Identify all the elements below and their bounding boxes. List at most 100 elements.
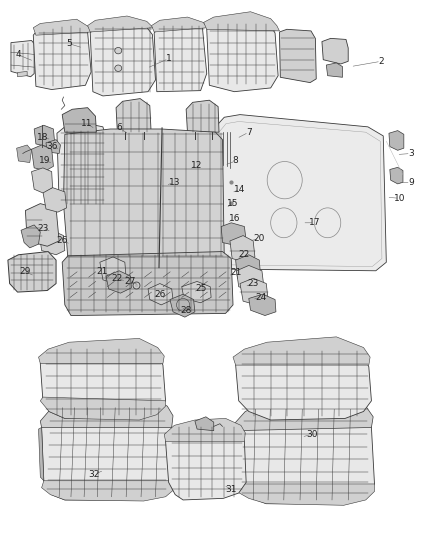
Polygon shape xyxy=(33,19,92,35)
Text: 17: 17 xyxy=(309,219,320,227)
Polygon shape xyxy=(207,17,278,92)
Polygon shape xyxy=(32,145,53,171)
Polygon shape xyxy=(8,252,56,292)
Polygon shape xyxy=(249,294,276,316)
Text: 24: 24 xyxy=(255,293,266,302)
Polygon shape xyxy=(192,136,204,145)
Polygon shape xyxy=(170,294,195,317)
Polygon shape xyxy=(106,271,131,293)
Text: 8: 8 xyxy=(233,157,239,165)
Text: 6: 6 xyxy=(116,124,122,132)
Text: 36: 36 xyxy=(46,142,57,151)
Text: 26: 26 xyxy=(57,237,68,245)
Polygon shape xyxy=(236,255,261,281)
Polygon shape xyxy=(39,427,44,481)
Polygon shape xyxy=(183,155,202,169)
Polygon shape xyxy=(148,284,173,305)
Text: 32: 32 xyxy=(88,470,100,479)
Polygon shape xyxy=(21,225,40,248)
Polygon shape xyxy=(221,223,246,246)
Polygon shape xyxy=(152,17,208,32)
Polygon shape xyxy=(32,168,53,193)
Polygon shape xyxy=(90,20,155,96)
Text: 31: 31 xyxy=(226,485,237,494)
Text: 22: 22 xyxy=(239,251,250,259)
Polygon shape xyxy=(116,99,151,132)
Polygon shape xyxy=(39,338,164,364)
Polygon shape xyxy=(42,481,174,501)
Text: 9: 9 xyxy=(408,178,414,187)
Polygon shape xyxy=(154,21,207,92)
Polygon shape xyxy=(240,278,268,305)
Text: 16: 16 xyxy=(229,214,240,223)
Text: 15: 15 xyxy=(227,199,239,208)
Polygon shape xyxy=(230,236,255,262)
Text: 23: 23 xyxy=(247,279,259,288)
Polygon shape xyxy=(25,204,59,246)
Polygon shape xyxy=(46,140,60,154)
Text: 26: 26 xyxy=(154,290,166,298)
Text: 23: 23 xyxy=(37,224,49,232)
Polygon shape xyxy=(326,63,343,77)
Text: 14: 14 xyxy=(234,185,246,193)
Polygon shape xyxy=(232,431,239,484)
Polygon shape xyxy=(234,395,373,431)
Text: 28: 28 xyxy=(180,306,192,314)
Polygon shape xyxy=(39,230,65,255)
Text: 21: 21 xyxy=(96,268,107,276)
Polygon shape xyxy=(236,344,371,420)
Polygon shape xyxy=(182,281,211,303)
Text: 19: 19 xyxy=(39,157,50,165)
Text: 27: 27 xyxy=(125,277,136,286)
Polygon shape xyxy=(17,145,32,163)
Polygon shape xyxy=(100,257,126,284)
Polygon shape xyxy=(322,38,348,64)
Ellipse shape xyxy=(115,65,122,71)
Text: 7: 7 xyxy=(246,128,252,136)
Polygon shape xyxy=(64,129,224,268)
Polygon shape xyxy=(40,397,166,420)
Polygon shape xyxy=(195,417,214,431)
Text: 4: 4 xyxy=(16,51,21,59)
Polygon shape xyxy=(88,16,153,32)
Polygon shape xyxy=(43,188,67,212)
Polygon shape xyxy=(164,418,245,441)
Text: 29: 29 xyxy=(20,268,31,276)
Polygon shape xyxy=(233,337,370,365)
Polygon shape xyxy=(34,125,55,147)
Text: 12: 12 xyxy=(191,161,202,169)
Text: 21: 21 xyxy=(230,269,241,277)
Polygon shape xyxy=(123,136,134,145)
Polygon shape xyxy=(186,100,219,132)
Polygon shape xyxy=(166,424,246,500)
Polygon shape xyxy=(18,71,27,77)
Polygon shape xyxy=(42,401,174,500)
Polygon shape xyxy=(57,124,107,209)
Polygon shape xyxy=(215,115,386,271)
Text: 30: 30 xyxy=(306,430,318,439)
Polygon shape xyxy=(390,167,403,184)
Polygon shape xyxy=(62,252,233,316)
Text: 2: 2 xyxy=(378,57,384,66)
Text: 18: 18 xyxy=(37,133,49,142)
Polygon shape xyxy=(11,41,34,77)
Text: 20: 20 xyxy=(254,235,265,243)
Ellipse shape xyxy=(115,47,122,54)
Text: 25: 25 xyxy=(195,285,206,293)
Polygon shape xyxy=(279,29,316,83)
Text: 11: 11 xyxy=(81,119,92,128)
Polygon shape xyxy=(237,484,374,505)
Polygon shape xyxy=(40,344,166,418)
Text: 13: 13 xyxy=(169,178,180,187)
Polygon shape xyxy=(236,401,374,504)
Text: 5: 5 xyxy=(66,39,72,48)
Text: 1: 1 xyxy=(166,54,172,63)
Polygon shape xyxy=(204,12,279,31)
Polygon shape xyxy=(389,131,404,150)
Text: 22: 22 xyxy=(112,274,123,282)
Text: 10: 10 xyxy=(394,194,405,203)
Polygon shape xyxy=(33,22,91,90)
Polygon shape xyxy=(237,265,264,290)
Text: 3: 3 xyxy=(408,149,414,158)
Polygon shape xyxy=(40,395,173,427)
